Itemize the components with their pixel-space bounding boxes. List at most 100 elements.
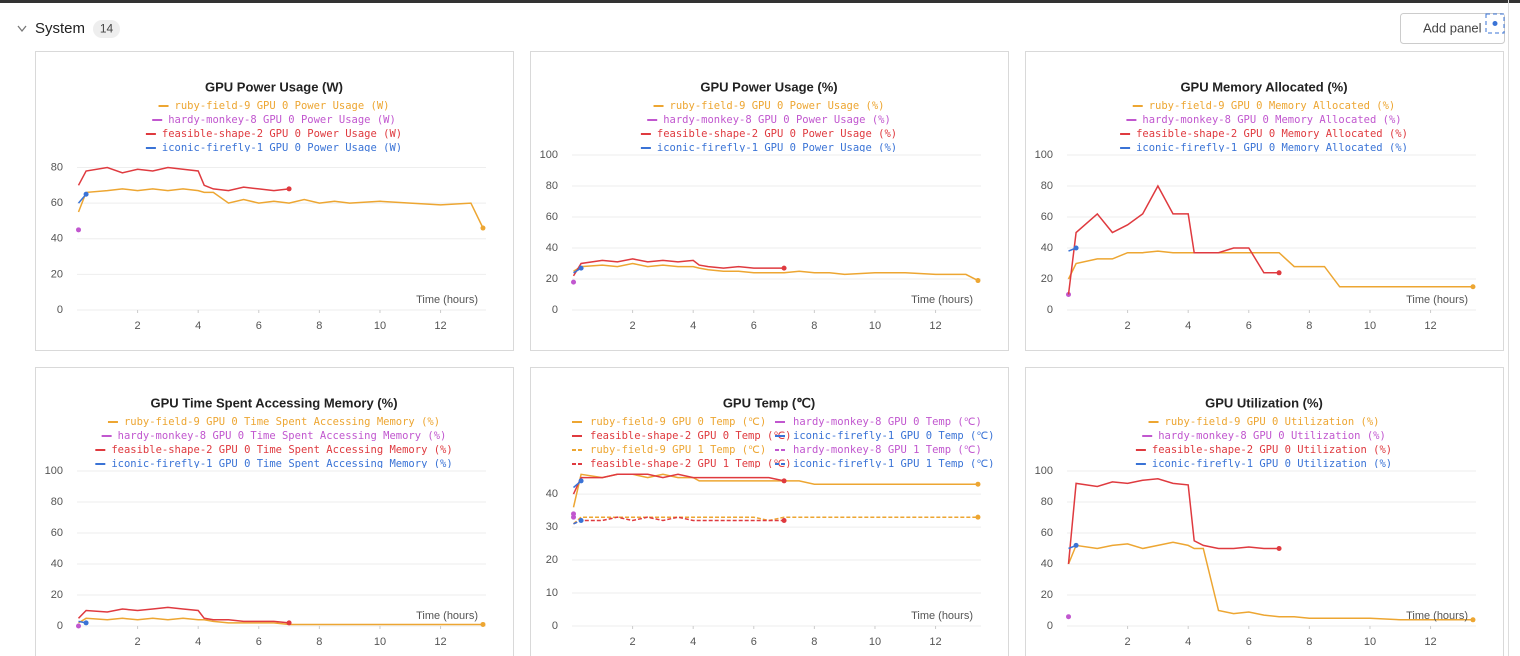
series-line [77,166,290,192]
series-end-point [1073,245,1079,251]
x-tick-label: 6 [751,636,757,648]
add-panel-button[interactable]: Add panel [1400,13,1505,44]
x-tick-label: 2 [630,320,636,332]
series-end-point [83,191,89,197]
y-tick-label: 20 [546,554,558,566]
y-tick-label: 40 [1041,558,1053,570]
legend-label: hardy-monkey-8 GPU 0 Power Usage (W) [168,114,396,126]
legend-label: feasible-shape-2 GPU 0 Time Spent Access… [111,444,452,456]
y-tick-label: 60 [1041,211,1053,223]
legend-label: feasible-shape-2 GPU 0 Utilization (%) [1152,444,1392,456]
legend-label: ruby-field-9 GPU 0 Time Spent Accessing … [124,416,440,428]
legend-label: iconic-firefly-1 GPU 0 Temp (℃) [793,430,994,442]
button-label[interactable]: Add panel [1423,20,1482,35]
panel-frame [35,367,514,656]
legend-label: iconic-firefly-1 GPU 1 Temp (℃) [793,458,994,470]
panel-title: GPU Time Spent Accessing Memory (%) [150,395,397,410]
y-tick-label: 80 [1041,496,1053,508]
series-line [573,516,785,525]
series-end-point [578,265,584,271]
series-line [77,606,290,624]
panel: GPU Memory Allocated (%) ruby-field-9 GPU… [1025,51,1504,351]
series-end-point [1470,617,1476,623]
x-axis-label: Time (hours) [911,294,973,306]
collapse-chevron[interactable] [17,25,27,33]
series-end-point [781,265,787,271]
series-end-point [1276,546,1282,551]
x-tick-label: 4 [1185,636,1191,648]
legend-label: ruby-field-9 GPU 1 Temp (℃) [590,444,766,456]
x-tick-label: 12 [434,320,446,332]
x-tick-label: 10 [869,320,881,332]
x-axis-label: Time (hours) [911,610,973,622]
x-tick-label: 8 [316,320,322,332]
series-end-point [1073,542,1079,548]
series-line [1067,478,1280,565]
y-tick-label: 60 [1041,527,1053,539]
y-tick-label: 100 [1035,465,1053,477]
legend-label: hardy-monkey-8 GPU 0 Utilization (%) [1158,430,1386,442]
y-tick-label: 40 [546,242,558,254]
y-tick-label: 40 [546,488,558,500]
y-tick-label: 0 [552,620,558,632]
count-badge [93,20,120,38]
x-tick-label: 12 [929,636,941,648]
series-end-point [975,278,981,284]
series-line [78,617,483,626]
y-tick-label: 0 [57,620,63,632]
y-tick-label: 20 [1041,589,1053,601]
x-tick-label: 4 [195,320,201,332]
y-tick-label: 100 [1035,149,1053,161]
series-end-point [975,514,981,520]
panel: GPU Power Usage (%) ruby-field-9 GPU 0 Po… [530,51,1009,351]
x-tick-label: 2 [1125,320,1131,332]
series-end-point [1066,614,1072,620]
series-end-point [781,478,787,484]
series-end-point [578,478,584,484]
x-tick-label: 6 [256,320,262,332]
panel-frame [1025,367,1504,656]
panel-title: GPU Utilization (%) [1205,395,1323,410]
series-end-point [286,620,292,626]
series-end-point [781,517,787,523]
series-line [1067,184,1280,295]
x-tick-label: 2 [630,636,636,648]
x-tick-label: 2 [135,636,141,648]
x-axis-label: Time (hours) [416,610,478,622]
panel-frame [530,367,1009,656]
legend-label: feasible-shape-2 GPU 0 Power Usage (%) [657,128,897,140]
legend-label: ruby-field-9 GPU 0 Memory Allocated (%) [1149,100,1396,112]
panel-title: GPU Temp (℃) [723,395,815,410]
series-end-point [975,481,981,487]
x-axis-label: Time (hours) [416,294,478,306]
x-tick-label: 8 [811,320,817,332]
x-axis-label: Time (hours) [1406,610,1468,622]
x-tick-label: 12 [434,636,446,648]
button-frame[interactable] [1400,13,1505,44]
x-tick-label: 6 [751,320,757,332]
series-end-point [480,225,486,231]
x-tick-label: 8 [316,636,322,648]
legend-label: ruby-field-9 GPU 0 Power Usage (W) [175,100,390,112]
panel-title: GPU Power Usage (%) [700,79,837,94]
legend-label: hardy-monkey-8 GPU 0 Memory Allocated (%… [1142,114,1401,126]
y-tick-label: 0 [552,304,558,316]
y-tick-label: 40 [51,233,63,245]
legend-label: feasible-shape-2 GPU 0 Temp (℃) [590,430,791,442]
legend: ruby-field-9 GPU 0 Temp (℃) hardy-monkey-… [572,416,994,470]
legend: ruby-field-9 GPU 0 Memory Allocated (%) h… [1120,100,1408,152]
panel: GPU Utilization (%) ruby-field-9 GPU 0 Ut… [1025,367,1504,656]
series-line [572,258,785,277]
panel-title: GPU Power Usage (W) [205,79,343,94]
x-tick-label: 10 [869,636,881,648]
y-tick-label: 100 [45,465,63,477]
y-tick-label: 80 [51,496,63,508]
legend: ruby-field-9 GPU 0 Power Usage (W) hardy-… [145,100,402,152]
panel: GPU Temp (℃) ruby-field-9 GPU 0 Temp (℃) h… [530,367,1009,656]
y-tick-label: 30 [546,521,558,533]
series-end-point [1470,284,1476,290]
y-tick-label: 80 [51,161,63,173]
section-count: 14 [100,22,114,36]
x-tick-label: 4 [690,636,696,648]
